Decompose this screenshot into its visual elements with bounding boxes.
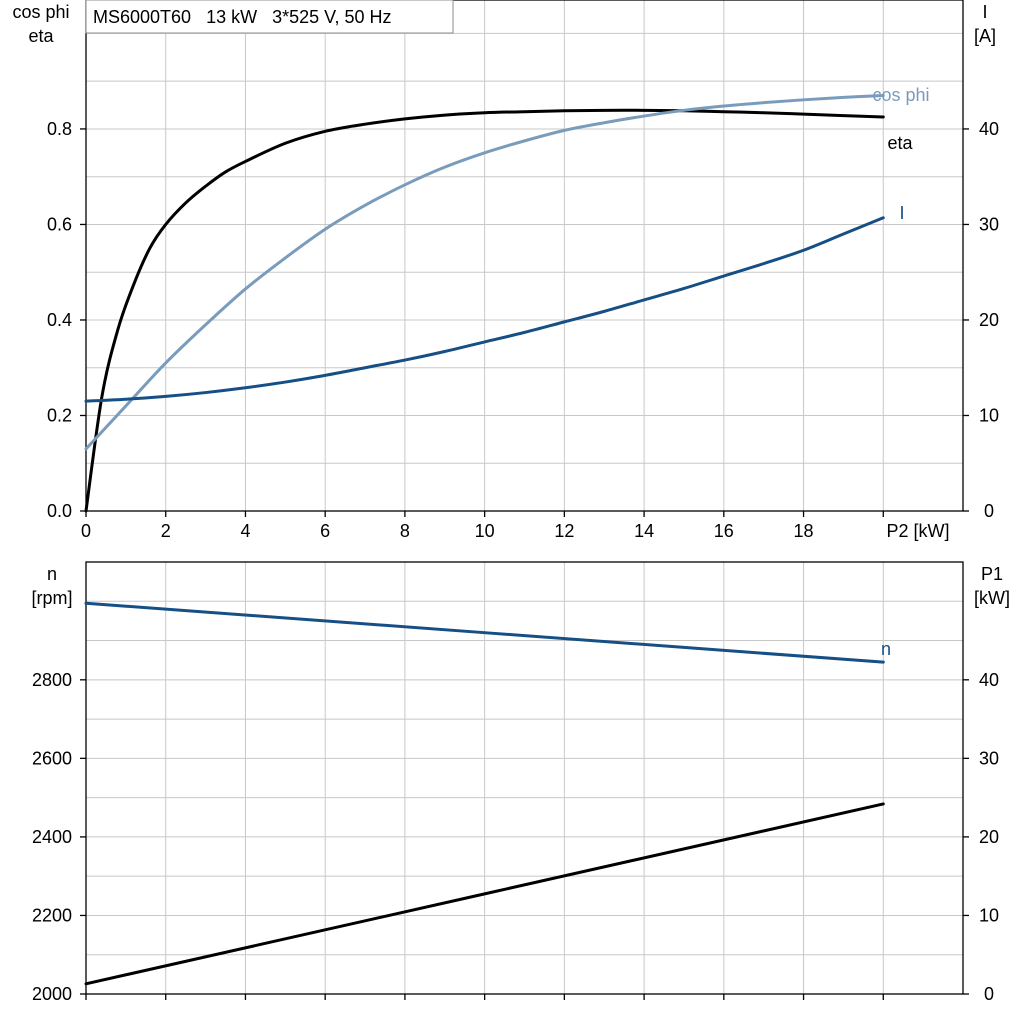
chart-title: MS6000T60 13 kW 3*525 V, 50 Hz: [93, 7, 392, 27]
x-tick-label: 2: [161, 521, 171, 541]
power-axis-label-line1: P1: [981, 564, 1003, 584]
bottom-right-tick-label: 30: [979, 748, 999, 768]
x-tick-label: 14: [634, 521, 654, 541]
top-right-tick-label: 20: [979, 310, 999, 330]
bottom-right-tick-label: 10: [979, 905, 999, 925]
bottom-left-tick-label: 2000: [32, 984, 72, 1004]
x-tick-label: 4: [240, 521, 250, 541]
speed-axis-label-line2: [rpm]: [31, 588, 72, 608]
bottom-labels: n [rpm] P1 [kW] n: [31, 564, 1010, 659]
power-axis-label-line2: [kW]: [974, 588, 1010, 608]
top-curves: [84, 94, 885, 513]
bottom-ticks: 2000 2200 2400 2600 2800 0 10 20 30 40: [32, 670, 999, 1004]
speed-power-panel: 2000 2200 2400 2600 2800 0 10 20 30 40 n [rpm] P1…: [31, 561, 1010, 1004]
top-right-tick-label: 10: [979, 405, 999, 425]
top-ticks: 0 2 4 6 8 10 12 14 16 18 0.0 0.2 0.4 0.6 0.8 0 10 20 30 40: [47, 119, 999, 541]
series-label-cos-phi: cos phi: [872, 85, 929, 105]
series-line-bottom-p1: [84, 802, 885, 986]
series-line-top-cos-phi: [84, 94, 885, 451]
x-axis-label: P2 [kW]: [886, 521, 949, 541]
bottom-left-tick-label: 2600: [32, 748, 72, 768]
right-axis-label-line1: I: [982, 2, 987, 22]
series-label-current: I: [899, 203, 904, 223]
series-line-top-eta: [84, 108, 885, 513]
top-left-tick-label: 0.4: [47, 310, 72, 330]
series-line-bottom-n: [84, 601, 885, 664]
top-right-tick-label: 30: [979, 214, 999, 234]
x-tick-label: 16: [714, 521, 734, 541]
top-left-tick-label: 0.2: [47, 405, 72, 425]
x-tick-label: 0: [81, 521, 91, 541]
series-line-top-i: [84, 216, 885, 403]
top-left-tick-label: 0.0: [47, 501, 72, 521]
bottom-right-tick-label: 20: [979, 827, 999, 847]
top-right-tick-label: 0: [984, 501, 994, 521]
left-axis-label-line1: cos phi: [12, 2, 69, 22]
title-box: [85, 0, 454, 34]
series-label-speed: n: [881, 639, 891, 659]
top-left-tick-label: 0.6: [47, 214, 72, 234]
top-labels: MS6000T60 13 kW 3*525 V, 50 Hz cos phi e…: [12, 0, 996, 541]
bottom-left-tick-label: 2800: [32, 670, 72, 690]
x-tick-label: 8: [400, 521, 410, 541]
bottom-grid: [86, 562, 963, 994]
bottom-left-tick-label: 2400: [32, 827, 72, 847]
top-left-tick-label: 0.8: [47, 119, 72, 139]
left-axis-label-line2: eta: [28, 26, 54, 46]
top-plot-frame: [85, 0, 964, 512]
bottom-right-tick-label: 0: [984, 984, 994, 1004]
bottom-curves: [84, 601, 885, 986]
bottom-plot-frame: [85, 561, 964, 995]
bottom-right-tick-label: 40: [979, 670, 999, 690]
speed-axis-label-line1: n: [47, 564, 57, 584]
x-tick-label: 18: [794, 521, 814, 541]
x-tick-label: 12: [554, 521, 574, 541]
right-axis-label-line2: [A]: [974, 26, 996, 46]
bottom-left-tick-label: 2200: [32, 905, 72, 925]
efficiency-current-panel: 0 2 4 6 8 10 12 14 16 180.00.20.40.60.8010203040 …: [12, 0, 999, 541]
series-label-eta: eta: [887, 133, 913, 153]
top-right-tick-label: 40: [979, 119, 999, 139]
x-tick-label: 6: [320, 521, 330, 541]
top-grid: [86, 0, 963, 511]
x-tick-label: 10: [475, 521, 495, 541]
